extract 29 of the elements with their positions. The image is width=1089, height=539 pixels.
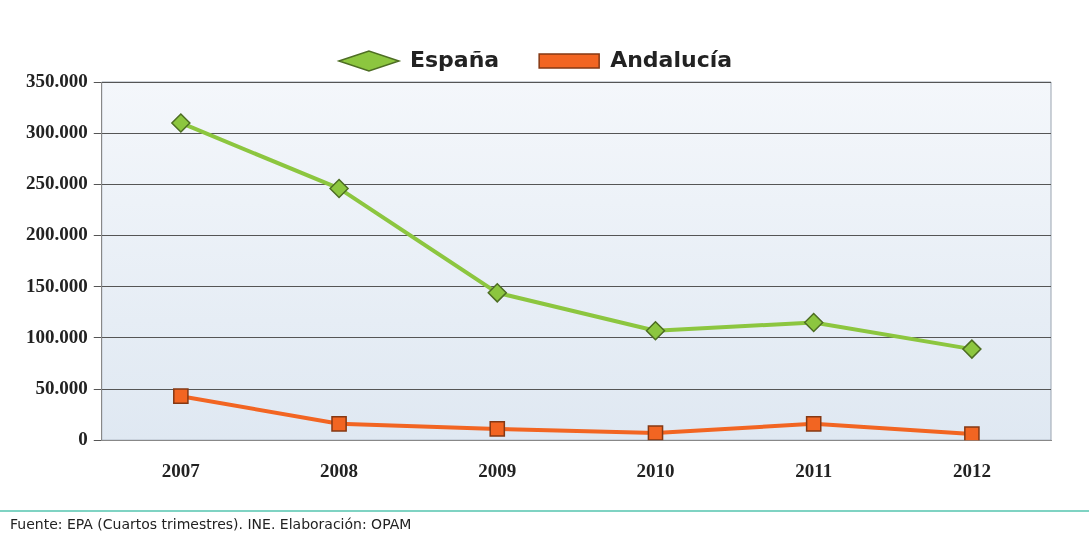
y-tick-label: 0 xyxy=(78,428,88,450)
point xyxy=(805,416,822,432)
point xyxy=(964,426,980,441)
y-tick-label: 350.000 xyxy=(26,69,88,91)
y-tick-label: 50.000 xyxy=(35,376,88,398)
y-tick-label: 100.000 xyxy=(26,325,88,347)
x-tick-label: 2010 xyxy=(636,459,675,481)
point xyxy=(962,339,982,359)
y-tick-label: 200.000 xyxy=(26,223,88,245)
x-tick-label: 2009 xyxy=(478,459,517,481)
legend-label: Andalucía xyxy=(610,46,733,72)
point xyxy=(803,312,824,333)
point xyxy=(331,416,347,432)
x-tick-label: 2012 xyxy=(952,459,991,481)
x-tick-label: 2007 xyxy=(161,459,201,481)
point xyxy=(487,283,508,303)
y-tick-label: 300.000 xyxy=(26,121,88,143)
point xyxy=(171,113,191,133)
legend-label: España xyxy=(409,46,500,72)
x-tick-label: 2008 xyxy=(320,459,359,481)
point xyxy=(647,425,664,441)
point xyxy=(645,320,666,341)
point xyxy=(173,388,189,405)
source-note: Fuente: EPA (Cuartos trimestres). INE. Elaboración: OPAM xyxy=(10,516,412,532)
y-tick-label: 150.000 xyxy=(26,274,88,296)
y-tick-label: 250.000 xyxy=(26,172,88,194)
point xyxy=(329,178,349,199)
x-tick-label: 2011 xyxy=(795,459,833,481)
point xyxy=(489,421,506,437)
